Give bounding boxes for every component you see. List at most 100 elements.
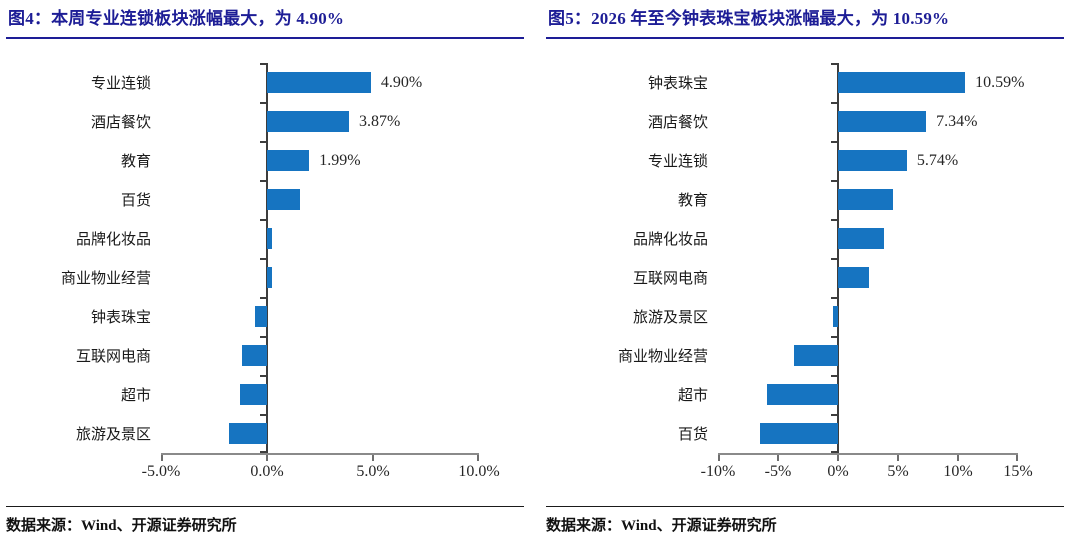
category-label: 互联网电商: [632, 271, 708, 288]
category-label: 教育: [677, 193, 708, 210]
category-label: 钟表珠宝: [90, 310, 151, 327]
x-axis: -5.0% 0.0% 5.0% 10.0%: [142, 455, 500, 485]
x-tick-label: 0%: [827, 463, 849, 481]
x-axis-tick: [477, 455, 479, 462]
figure-4-chart: 专业连锁 酒店餐饮 教育 百货 品牌化妆品 商业物业经营 钟表珠宝 互联网电商 超市 旅游及景区 …: [6, 63, 524, 485]
y-axis-tick: [260, 375, 266, 378]
chart-body: 钟表珠宝 酒店餐饮 专业连锁 教育 品牌化妆品 互联网电商 旅游及景区 商业物业经营 超市 百货 …: [546, 63, 1064, 485]
figure-5-chart: 钟表珠宝 酒店餐饮 专业连锁 教育 品牌化妆品 互联网电商 旅游及景区 商业物业经营 超市 百货 …: [546, 63, 1064, 485]
bar: [767, 384, 838, 406]
category-label: 超市: [677, 388, 708, 405]
x-axis: -10% -5% 0% 5% 10% 15%: [701, 455, 1033, 485]
y-axis-tick: [831, 258, 837, 261]
bar: [267, 189, 300, 211]
y-axis-tick: [831, 451, 837, 454]
y-axis-tick: [260, 414, 266, 417]
bar: [760, 423, 838, 445]
category-label: 商业物业经营: [617, 349, 708, 366]
x-tick-label: -10%: [700, 463, 736, 481]
category-label: 专业连锁: [90, 76, 151, 93]
bar: [838, 150, 907, 172]
bar: [833, 306, 838, 328]
x-tick-label: 0.0%: [250, 463, 284, 481]
bar: [254, 306, 267, 328]
y-axis-tick: [260, 141, 266, 144]
bar: [240, 384, 267, 406]
bar-value-label: 4.90%: [380, 73, 423, 91]
category-label: 互联网电商: [75, 349, 151, 366]
x-axis-tick: [372, 455, 374, 462]
zero-baseline: [266, 63, 268, 454]
figure-4-column: 图4：本周专业连锁板块涨幅最大，为 4.90% 专业连锁酒店餐饮教育百货品牌化妆…: [6, 8, 524, 535]
category-label: 酒店餐饮: [90, 115, 151, 132]
y-axis-tick: [260, 63, 266, 66]
y-axis-tick: [831, 63, 837, 66]
x-axis-tick: [718, 455, 720, 462]
x-axis-tick: [957, 455, 959, 462]
x-axis-tick: [777, 455, 779, 462]
bar: [267, 267, 273, 289]
figure-4-title: 图4：本周专业连锁板块涨幅最大，为 4.90%: [6, 8, 524, 40]
bar: [241, 345, 267, 367]
zero-baseline: [837, 63, 839, 454]
bar: [267, 228, 273, 250]
bar: [794, 345, 838, 367]
bar: [838, 72, 966, 94]
x-axis-tick: [897, 455, 899, 462]
x-tick-label: 10.0%: [458, 463, 500, 481]
y-axis-tick: [831, 219, 837, 222]
y-axis-tick: [831, 180, 837, 183]
figure-4-source: 数据来源：Wind、开源证券研究所: [6, 506, 524, 535]
category-axis: 钟表珠宝酒店餐饮专业连锁教育品牌化妆品互联网电商旅游及景区商业物业经营超市百货: [546, 63, 718, 485]
category-label: 百货: [120, 193, 151, 210]
y-axis-tick: [260, 336, 266, 339]
bar: [267, 72, 371, 94]
bar-value-label: 10.59%: [975, 73, 1025, 91]
x-tick-label: 15%: [1003, 463, 1033, 481]
y-axis-tick: [831, 102, 837, 105]
y-axis-tick: [831, 375, 837, 378]
bar: [838, 228, 885, 250]
bar-value-label: 1.99%: [319, 151, 361, 169]
figure-5-column: 图5：2026 年至今钟表珠宝板块涨幅最大，为 10.59% 钟表珠宝酒店餐饮专…: [540, 0, 1080, 541]
category-label: 酒店餐饮: [647, 115, 708, 132]
category-label: 商业物业经营: [60, 271, 151, 288]
x-axis-tick: [1016, 455, 1018, 462]
category-label: 旅游及景区: [75, 427, 151, 444]
category-label: 专业连锁: [647, 154, 708, 171]
y-axis-tick: [260, 297, 266, 300]
x-tick-label: 10%: [943, 463, 973, 481]
category-label: 超市: [120, 388, 151, 405]
x-axis-tick: [837, 455, 839, 462]
bar: [228, 423, 267, 445]
category-label: 钟表珠宝: [647, 76, 708, 93]
plot-area: 4.90% 3.87% 1.99%: [161, 63, 479, 456]
x-tick-label: 5.0%: [356, 463, 390, 481]
y-axis-tick: [260, 258, 266, 261]
bar: [267, 150, 310, 172]
bar: [267, 111, 350, 133]
category-label: 教育: [120, 154, 151, 171]
y-axis-tick: [831, 297, 837, 300]
bar: [838, 189, 893, 211]
chart-body: 专业连锁 酒店餐饮 教育 百货 品牌化妆品 商业物业经营 钟表珠宝 互联网电商 超市 旅游及景区 …: [6, 63, 524, 485]
plot-wrap: 10.59% 7.34% 5.74% -10% -5% 0% 5% 10% 15%: [701, 63, 1033, 485]
plot-wrap: 4.90% 3.87% 1.99% -5.0% 0.0% 5.0% 10.0%: [142, 63, 500, 485]
bar-value-label: 7.34%: [936, 112, 978, 130]
y-axis-tick: [260, 180, 266, 183]
y-axis-tick: [260, 102, 266, 105]
category-label: 品牌化妆品: [632, 232, 708, 249]
bar: [838, 111, 927, 133]
figure-5-source: 数据来源：Wind、开源证券研究所: [546, 506, 1064, 535]
y-axis-tick: [831, 336, 837, 339]
y-axis-tick: [260, 219, 266, 222]
x-axis-tick: [266, 455, 268, 462]
category-label: 旅游及景区: [632, 310, 708, 327]
x-tick-label: 5%: [887, 463, 909, 481]
y-axis-tick: [831, 141, 837, 144]
figure-5-title: 图5：2026 年至今钟表珠宝板块涨幅最大，为 10.59%: [546, 8, 1064, 40]
y-axis-tick: [831, 414, 837, 417]
category-label: 品牌化妆品: [75, 232, 151, 249]
category-label: 百货: [677, 427, 708, 444]
